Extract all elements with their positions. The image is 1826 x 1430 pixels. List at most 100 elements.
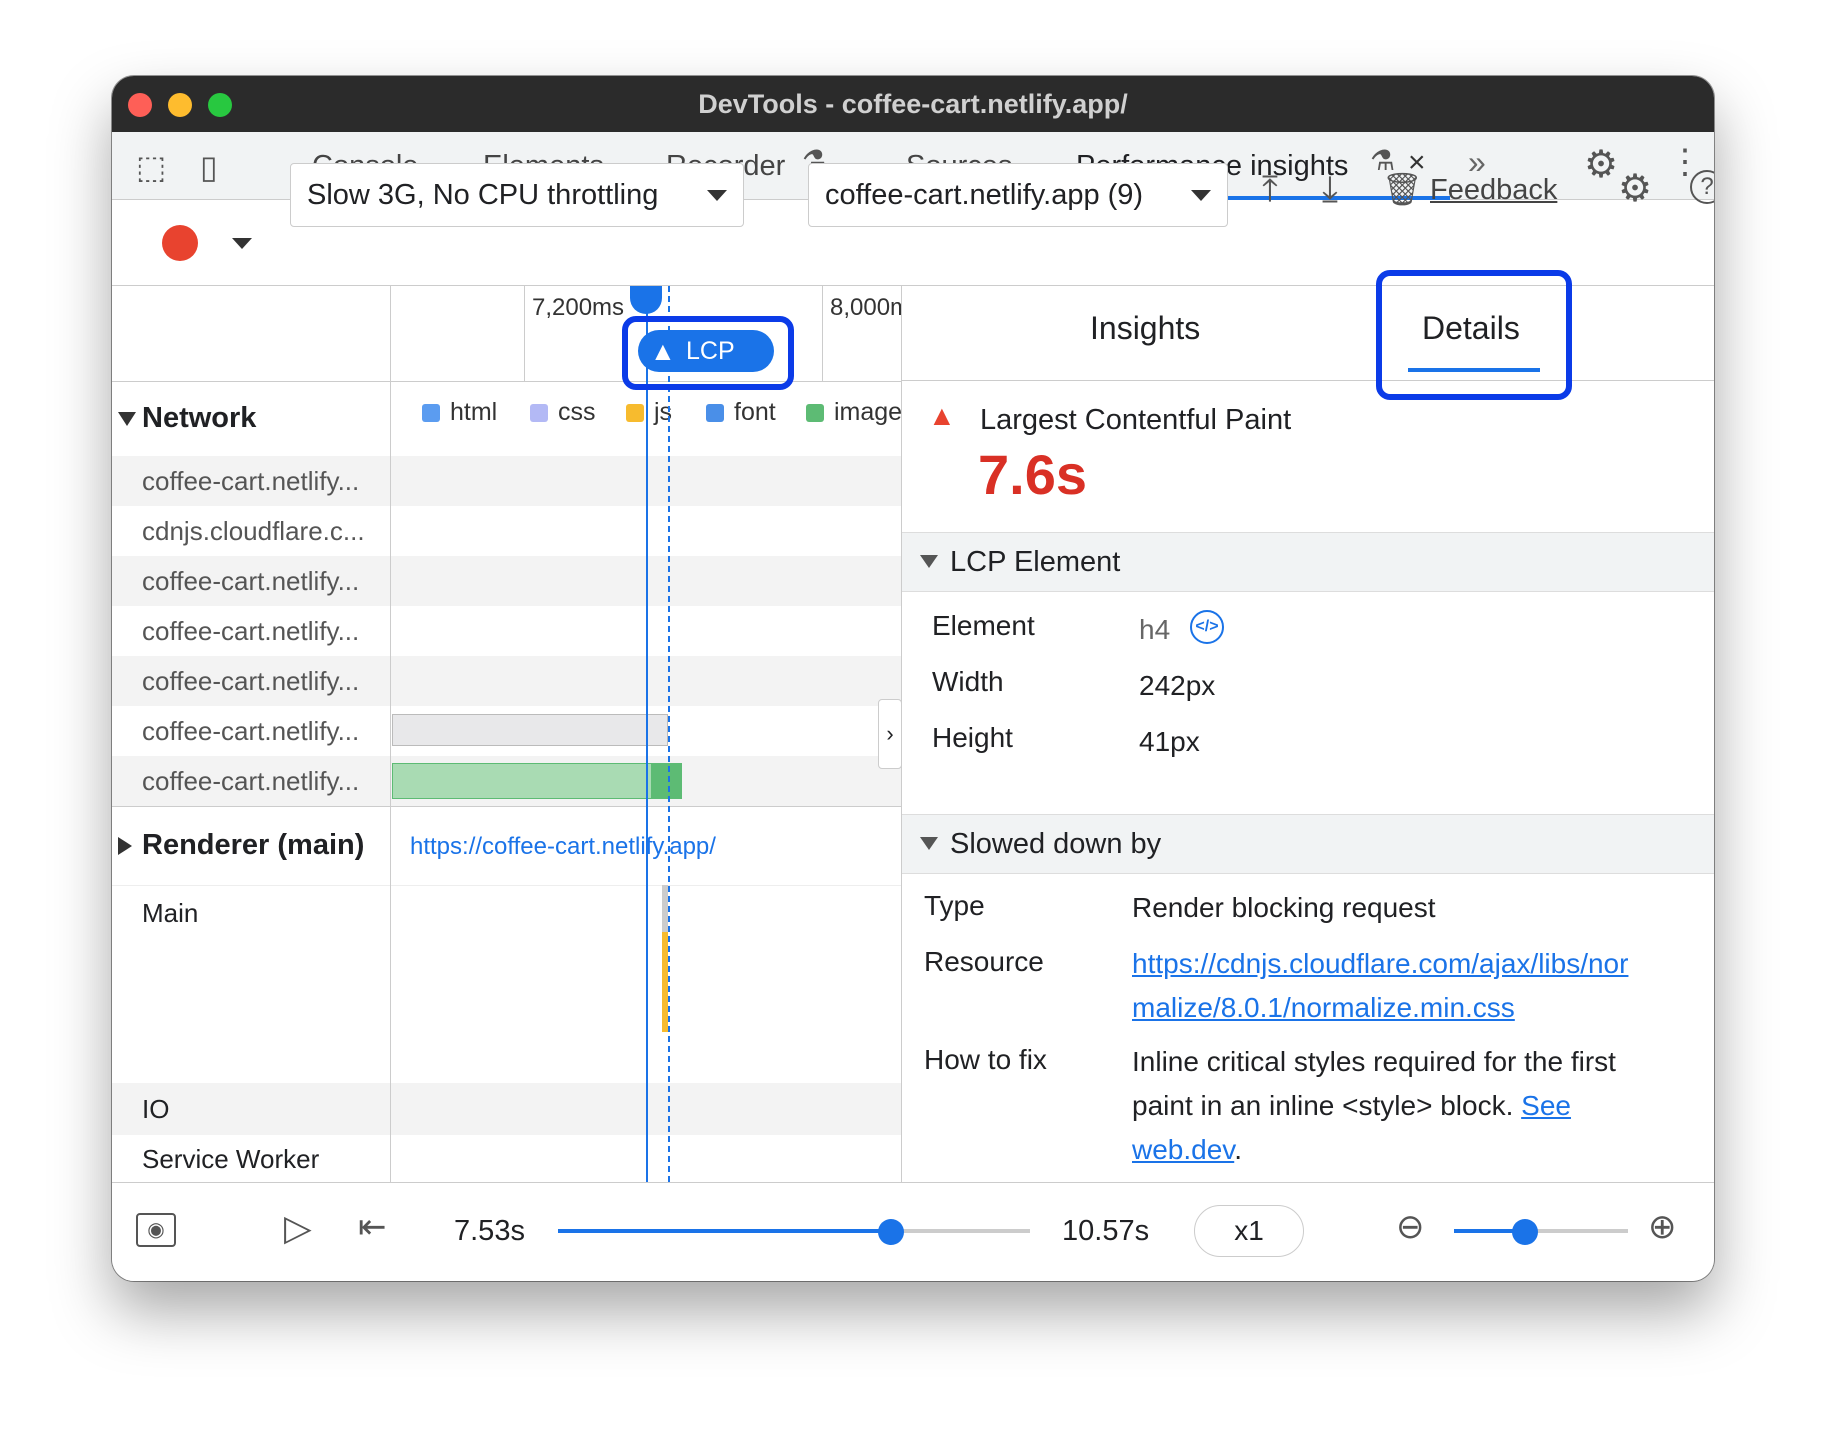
close-window-button[interactable] bbox=[128, 93, 152, 117]
expand-renderer-icon[interactable] bbox=[118, 837, 132, 855]
request-bar[interactable] bbox=[392, 763, 652, 799]
network-request-row[interactable]: coffee-cart.netlify... bbox=[112, 706, 901, 756]
feedback-link[interactable]: Feedback bbox=[1430, 174, 1558, 206]
zoom-window-button[interactable] bbox=[208, 93, 232, 117]
renderer-url[interactable]: https://coffee-cart.netlify.app/ bbox=[410, 833, 716, 860]
playback-bar: ◉ ▷ ⇤ 7.53s 10.57s x1 ⊖ ⊕ bbox=[112, 1182, 1714, 1281]
play-icon[interactable]: ▷ bbox=[284, 1207, 312, 1248]
renderer-label: Renderer (main) bbox=[142, 829, 365, 861]
throttling-select[interactable]: Slow 3G, No CPU throttling bbox=[290, 163, 744, 227]
tab-insights[interactable]: Insights bbox=[1090, 310, 1201, 346]
tab-details[interactable]: Details bbox=[1422, 310, 1520, 346]
timeline-pane: coffee-cart.netlify... cdnjs.cloudflare.… bbox=[112, 286, 902, 1182]
width-key: Width bbox=[932, 666, 1004, 697]
network-label: Network bbox=[142, 402, 257, 434]
warning-triangle-icon: ▲ bbox=[928, 400, 956, 431]
see-web-dev-link[interactable]: web.dev bbox=[1132, 1134, 1235, 1165]
flask-icon: ⚗ bbox=[1370, 145, 1396, 176]
download-icon[interactable]: ⤓ bbox=[1322, 168, 1338, 209]
reveal-element-icon[interactable]: </> bbox=[1190, 610, 1224, 644]
device-toolbar-icon[interactable]: ▯ bbox=[200, 149, 218, 185]
record-button[interactable] bbox=[162, 225, 198, 261]
lcp-element-section-header[interactable]: LCP Element bbox=[902, 532, 1714, 592]
help-icon[interactable]: ? bbox=[1690, 170, 1714, 204]
devtools-window: DevTools - coffee-cart.netlify.app/ ⬚ ▯ … bbox=[112, 76, 1714, 1281]
collapse-icon bbox=[920, 555, 938, 568]
height-value: 41px bbox=[1139, 726, 1200, 757]
playhead-handle[interactable] bbox=[630, 286, 662, 314]
legend-html: html bbox=[422, 398, 497, 427]
width-value: 242px bbox=[1139, 670, 1216, 701]
type-value: Render blocking request bbox=[1132, 892, 1436, 923]
legend-font: font bbox=[706, 398, 776, 427]
network-request-row[interactable]: coffee-cart.netlify... bbox=[112, 656, 901, 706]
lcp-marker-label: LCP bbox=[686, 337, 735, 365]
throttling-value: Slow 3G, No CPU throttling bbox=[307, 179, 659, 211]
height-key: Height bbox=[932, 722, 1013, 753]
expand-network-icon[interactable] bbox=[118, 412, 136, 426]
playback-end-time: 10.57s bbox=[1062, 1215, 1150, 1247]
resource-key: Resource bbox=[924, 946, 1044, 977]
time-tick: 7,200ms bbox=[532, 294, 625, 321]
legend-js: js bbox=[626, 398, 672, 427]
js-task-bar[interactable] bbox=[662, 932, 668, 1032]
how-to-fix-value: Inline critical styles required for the … bbox=[1132, 1046, 1616, 1165]
network-request-row[interactable]: coffee-cart.netlify... bbox=[112, 756, 901, 806]
title-bar: DevTools - coffee-cart.netlify.app/ bbox=[112, 76, 1714, 132]
request-bar-download bbox=[652, 763, 682, 799]
resource-link[interactable]: https://cdnjs.cloudflare.com/ajax/libs/n… bbox=[1132, 948, 1629, 1023]
collapse-icon bbox=[920, 837, 938, 850]
trash-icon[interactable]: 🗑 bbox=[1382, 171, 1423, 207]
playhead-line bbox=[646, 286, 648, 1182]
playback-slider-thumb[interactable] bbox=[878, 1219, 904, 1245]
zoom-slider[interactable] bbox=[1454, 1229, 1628, 1233]
how-to-fix-key: How to fix bbox=[924, 1044, 1047, 1075]
window-title: DevTools - coffee-cart.netlify.app/ bbox=[698, 89, 1128, 119]
lcp-line bbox=[668, 286, 670, 1182]
close-tab-icon[interactable]: × bbox=[1408, 146, 1426, 179]
metric-name: Largest Contentful Paint bbox=[980, 404, 1292, 436]
zoom-in-icon[interactable]: ⊕ bbox=[1648, 1208, 1677, 1246]
inspect-element-icon[interactable]: ⬚ bbox=[136, 149, 167, 185]
upload-icon[interactable]: ⤒ bbox=[1262, 168, 1278, 209]
track-io: IO bbox=[142, 1094, 170, 1124]
see-web-dev-link[interactable]: See bbox=[1521, 1090, 1571, 1121]
zoom-out-icon[interactable]: ⊖ bbox=[1396, 1208, 1425, 1246]
slowed-down-section-header[interactable]: Slowed down by bbox=[902, 814, 1714, 874]
track-service-worker: Service Worker bbox=[142, 1144, 320, 1174]
chevron-down-icon bbox=[1191, 190, 1211, 201]
network-request-row[interactable]: coffee-cart.netlify... bbox=[142, 616, 360, 646]
element-key: Element bbox=[932, 610, 1035, 641]
more-tabs-icon[interactable]: » bbox=[1468, 144, 1486, 180]
legend-image: image bbox=[806, 398, 901, 427]
type-key: Type bbox=[924, 890, 985, 921]
network-request-row[interactable]: coffee-cart.netlify... bbox=[112, 456, 901, 506]
metric-value: 7.6s bbox=[978, 443, 1087, 506]
minimize-window-button[interactable] bbox=[168, 93, 192, 117]
recording-select[interactable]: coffee-cart.netlify.app (9) bbox=[808, 163, 1228, 227]
element-value: h4 bbox=[1139, 614, 1171, 645]
lcp-highlight-box bbox=[622, 316, 794, 390]
capture-settings-icon[interactable]: ⚙ bbox=[1618, 168, 1653, 210]
playback-start-time: 7.53s bbox=[454, 1215, 525, 1247]
details-tabs: Insights Details bbox=[902, 270, 1714, 400]
lcp-marker[interactable]: ▲ LCP bbox=[638, 330, 774, 372]
network-request-row[interactable]: cdnjs.cloudflare.c... bbox=[142, 516, 365, 546]
toggle-sidebar-button[interactable]: › bbox=[878, 699, 901, 769]
legend-css: css bbox=[530, 398, 596, 427]
details-highlight-box bbox=[1376, 270, 1572, 400]
jump-to-start-icon[interactable]: ⇤ bbox=[358, 1208, 387, 1246]
active-tab-indicator bbox=[1048, 196, 1450, 200]
recording-value: coffee-cart.netlify.app (9) bbox=[825, 179, 1144, 211]
request-bar[interactable] bbox=[392, 714, 668, 746]
chevron-down-icon bbox=[707, 190, 727, 201]
record-options-icon[interactable] bbox=[232, 238, 252, 249]
track-main: Main bbox=[142, 898, 199, 928]
warning-triangle-icon: ▲ bbox=[650, 336, 676, 366]
playback-slider[interactable] bbox=[558, 1229, 1030, 1233]
settings-gear-icon[interactable]: ⚙ bbox=[1584, 144, 1619, 186]
playback-speed-button[interactable]: x1 bbox=[1194, 1205, 1304, 1257]
zoom-slider-thumb[interactable] bbox=[1512, 1219, 1538, 1245]
preview-eye-icon[interactable]: ◉ bbox=[136, 1213, 176, 1247]
network-request-row[interactable]: coffee-cart.netlify... bbox=[112, 556, 901, 606]
